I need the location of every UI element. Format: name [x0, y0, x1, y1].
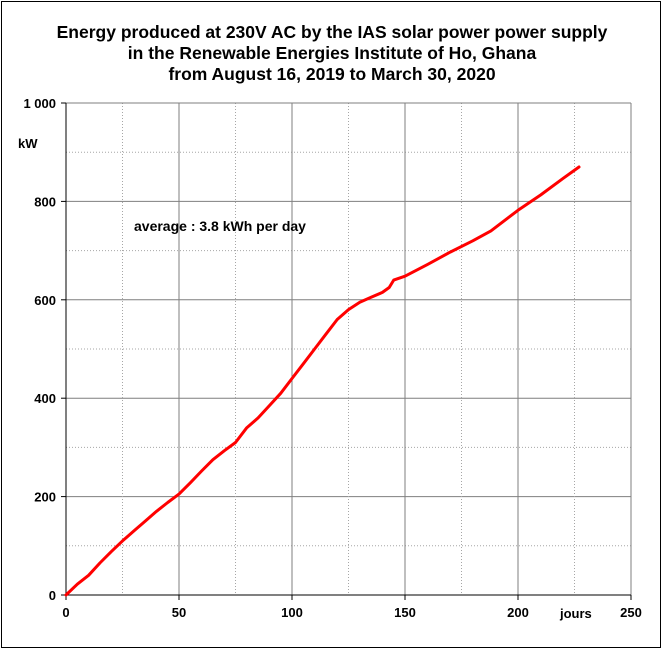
- chart-title-line-1: Energy produced at 230V AC by the IAS so…: [56, 22, 608, 42]
- x-tick-label: 0: [62, 605, 69, 620]
- x-tick-label: 100: [281, 605, 303, 620]
- series-group: [64, 165, 581, 597]
- x-axis-label: jours: [559, 606, 592, 621]
- chart-title-line-3: from August 16, 2019 to March 30, 2020: [168, 64, 496, 84]
- y-tick-label: 800: [34, 194, 56, 209]
- tick-labels: 0 200 400 600 800 1 000 0 50 100 150 200 250: [23, 96, 641, 620]
- axes: [61, 102, 632, 600]
- y-tick-label: 0: [49, 588, 56, 603]
- x-tick-label: 250: [620, 605, 642, 620]
- y-tick-label: 600: [34, 293, 56, 308]
- series-line: [64, 165, 581, 597]
- x-tick-label: 200: [507, 605, 529, 620]
- grid-lines: [66, 102, 632, 595]
- y-tick-label: 400: [34, 391, 56, 406]
- x-tick-label: 150: [394, 605, 416, 620]
- average-annotation: average : 3.8 kWh per day: [134, 218, 306, 234]
- chart-title: Energy produced at 230V AC by the IAS so…: [0, 22, 664, 85]
- y-axis-label: kW: [18, 136, 38, 151]
- y-tick-label: 200: [34, 490, 56, 505]
- chart-title-line-2: in the Renewable Energies Institute of H…: [127, 43, 537, 63]
- y-tick-label: 1 000: [23, 96, 56, 111]
- x-tick-label: 50: [172, 605, 186, 620]
